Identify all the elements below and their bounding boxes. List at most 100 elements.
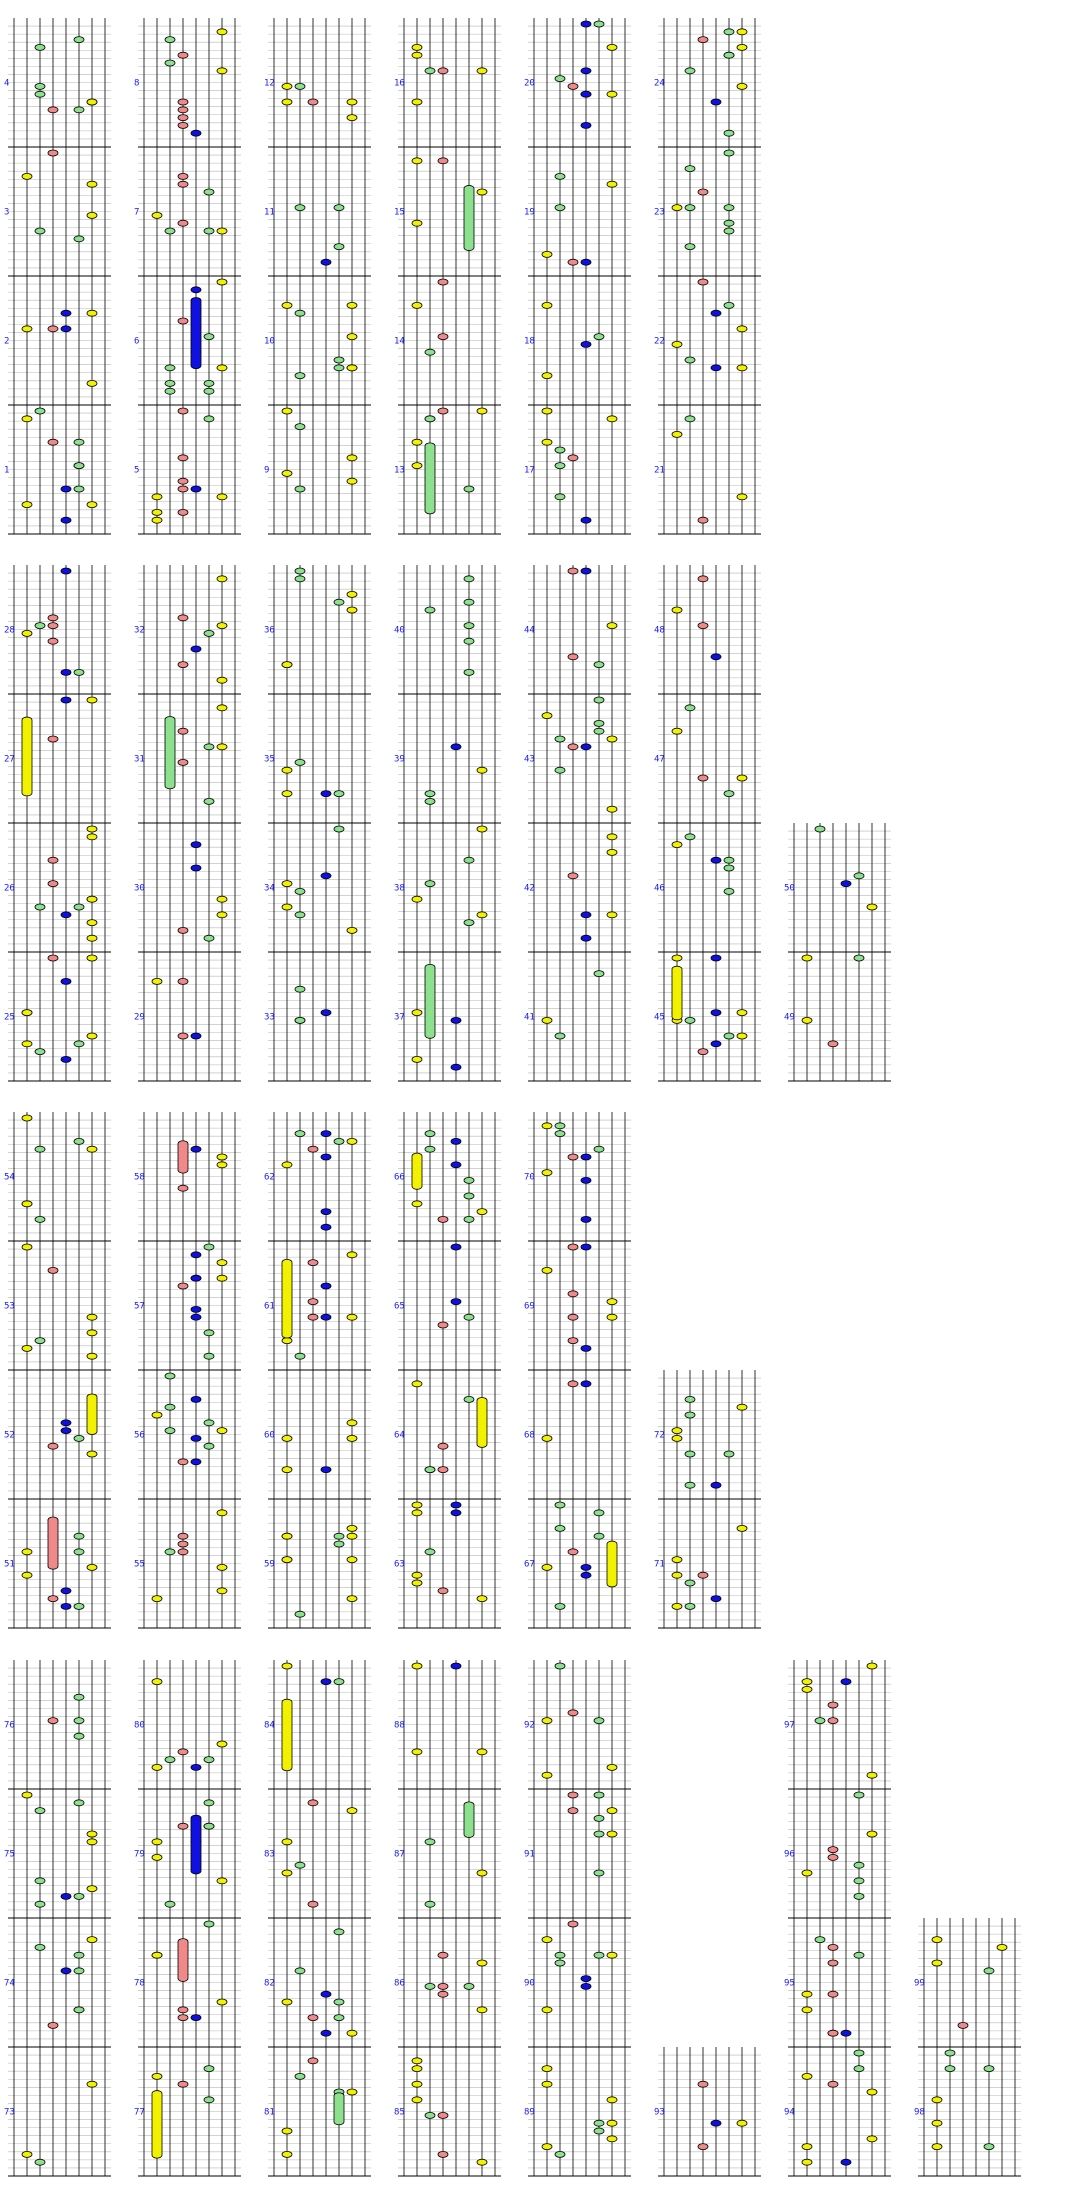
note-red — [177, 1822, 189, 1830]
note-green — [463, 856, 475, 864]
note-yellow — [216, 704, 228, 712]
note-red — [177, 509, 189, 516]
note-green — [294, 372, 306, 380]
measure-52: 52 — [4, 1370, 111, 1500]
note-yellow — [86, 1885, 98, 1892]
note-yellow — [606, 1807, 618, 1814]
note-yellow — [736, 774, 748, 782]
note-red — [697, 774, 709, 782]
note-yellow — [86, 1145, 98, 1153]
note-green — [203, 1920, 215, 1928]
note-blue — [450, 1662, 462, 1670]
hold-note — [671, 965, 683, 1021]
note-green — [463, 637, 475, 645]
note-yellow — [411, 98, 423, 106]
note-green — [164, 379, 176, 387]
note-yellow — [671, 1571, 683, 1579]
note-red — [47, 954, 59, 962]
note-yellow — [411, 1748, 423, 1756]
note-blue — [840, 2029, 852, 2037]
measure-number: 12 — [264, 79, 275, 89]
note-blue — [580, 567, 592, 575]
note-yellow — [931, 2119, 943, 2127]
note-green — [294, 1352, 306, 1360]
note-yellow — [281, 1838, 293, 1846]
note-green — [34, 227, 46, 235]
note-yellow — [411, 2080, 423, 2088]
measure-61: 61 — [264, 1241, 371, 1371]
note-yellow — [346, 333, 358, 341]
note-blue — [450, 743, 462, 751]
measure-number: 96 — [784, 1850, 795, 1860]
note-yellow — [411, 1009, 423, 1016]
note-green — [203, 379, 215, 387]
note-red — [567, 653, 579, 661]
note-green — [723, 227, 735, 235]
note-red — [307, 1298, 319, 1305]
note-green — [723, 219, 735, 227]
note-green — [73, 462, 85, 470]
note-yellow — [346, 1419, 358, 1427]
note-yellow — [281, 661, 293, 668]
note-red — [697, 36, 709, 43]
note-green — [463, 1192, 475, 1200]
note-yellow — [86, 1313, 98, 1321]
note-red — [697, 2143, 709, 2151]
measure-77: 77 — [134, 2047, 241, 2177]
measure-38: 38 — [394, 823, 501, 953]
measure-number: 94 — [784, 2108, 795, 2118]
note-blue — [190, 129, 202, 137]
note-red — [567, 567, 579, 575]
note-blue — [60, 1587, 72, 1595]
note-red — [827, 2080, 839, 2088]
note-yellow — [281, 1998, 293, 2006]
note-blue — [580, 258, 592, 266]
note-yellow — [281, 407, 293, 415]
note-red — [827, 1959, 839, 1967]
note-yellow — [216, 1587, 228, 1595]
measure-number: 90 — [524, 1979, 535, 1989]
note-red — [437, 1466, 449, 1473]
note-yellow — [671, 1435, 683, 1442]
note-yellow — [216, 1153, 228, 1161]
measure-28: 28 — [4, 565, 111, 695]
note-green — [203, 1329, 215, 1337]
note-green — [723, 888, 735, 895]
note-yellow — [606, 805, 618, 813]
measure-number: 20 — [524, 79, 535, 89]
note-yellow — [866, 2135, 878, 2143]
note-green — [203, 798, 215, 805]
measure-55: 55 — [134, 1499, 241, 1629]
note-yellow — [216, 622, 228, 629]
note-red — [177, 122, 189, 129]
note-green — [203, 1822, 215, 1830]
measure-18: 18 — [524, 276, 631, 406]
note-green — [333, 598, 345, 606]
note-green — [333, 1532, 345, 1540]
note-green — [294, 204, 306, 212]
note-blue — [450, 1063, 462, 1071]
measure-number: 85 — [394, 2108, 405, 2118]
measure-15: 15 — [394, 147, 501, 277]
note-yellow — [21, 2150, 33, 2158]
note-red — [697, 622, 709, 629]
note-yellow — [671, 841, 683, 848]
note-red — [177, 180, 189, 188]
note-green — [684, 415, 696, 423]
measure-41: 41 — [524, 952, 631, 1082]
measure-number: 27 — [4, 755, 15, 765]
note-red — [177, 477, 189, 485]
note-green — [554, 1662, 566, 1670]
note-blue — [60, 325, 72, 333]
note-yellow — [86, 309, 98, 317]
note-blue — [580, 67, 592, 75]
note-green — [203, 227, 215, 235]
measure-number: 34 — [264, 884, 275, 894]
note-yellow — [151, 2072, 163, 2080]
note-green — [684, 1579, 696, 1587]
note-green — [333, 356, 345, 364]
measure-number: 9 — [264, 466, 269, 476]
note-red — [177, 407, 189, 415]
note-green — [593, 661, 605, 668]
note-green — [203, 934, 215, 942]
